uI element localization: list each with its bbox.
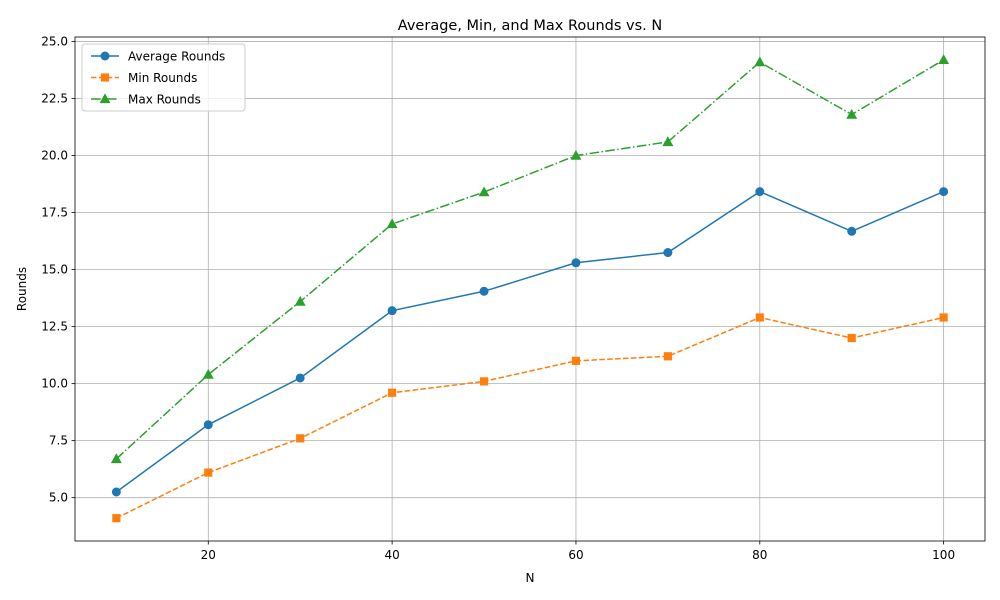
series-line-min-rounds <box>116 316 944 519</box>
data-point-max-rounds <box>570 149 582 160</box>
data-point-average-rounds <box>479 286 489 296</box>
plot-frame <box>74 36 986 542</box>
series-max-rounds <box>110 54 950 464</box>
legend-label-min-rounds: Min Rounds <box>128 71 197 85</box>
series-average-rounds <box>111 187 949 497</box>
series-group <box>110 54 950 523</box>
y-tick-label: 15.0 <box>41 263 68 277</box>
legend-box <box>81 43 246 112</box>
data-point-average-rounds <box>295 373 305 383</box>
y-tick-label: 7.5 <box>49 434 68 448</box>
grid <box>75 37 985 541</box>
data-point-max-rounds <box>478 186 490 197</box>
data-point-min-rounds <box>112 514 121 523</box>
x-tick-label: 20 <box>201 548 216 562</box>
legend-item-max-rounds[interactable]: Max Rounds <box>91 93 201 107</box>
data-point-average-rounds <box>387 306 397 316</box>
data-point-average-rounds <box>203 420 213 430</box>
data-point-min-rounds <box>755 313 764 322</box>
data-point-average-rounds <box>111 487 121 497</box>
data-point-max-rounds <box>846 108 858 119</box>
y-tick-label: 20.0 <box>41 149 68 163</box>
data-point-max-rounds <box>754 56 766 67</box>
data-point-min-rounds <box>939 313 948 322</box>
data-point-min-rounds <box>847 333 856 343</box>
legend-marker-max-rounds <box>99 93 111 104</box>
axis-ticks: 20 40 60 80 100 5.0 7.5 10.0 12.5 15.0 17.5 20.0 22.… <box>41 35 955 562</box>
legend-label-average-rounds: Average Rounds <box>128 50 225 64</box>
y-axis-label: Rounds <box>15 267 29 311</box>
legend-marker-min-rounds <box>100 73 110 82</box>
x-tick-label: 40 <box>384 548 399 562</box>
data-point-max-rounds <box>202 368 214 379</box>
legend-label-max-rounds: Max Rounds <box>128 93 201 107</box>
y-tick-label: 22.5 <box>41 92 68 106</box>
y-tick-label: 5.0 <box>49 491 68 505</box>
data-point-min-rounds <box>663 352 672 361</box>
legend[interactable]: Average Rounds Min Rounds Max Rounds <box>81 43 246 112</box>
x-tick-label: 80 <box>752 548 767 562</box>
x-tick-label: 100 <box>932 548 955 562</box>
y-tick-label: 25.0 <box>41 35 68 49</box>
series-line-max-rounds <box>115 59 945 460</box>
data-point-min-rounds <box>479 377 489 386</box>
data-point-max-rounds <box>662 136 674 147</box>
y-tick-label: 17.5 <box>41 206 68 220</box>
series-min-rounds <box>112 313 948 523</box>
y-tick-label: 10.0 <box>41 377 68 391</box>
x-axis-label: N <box>526 571 535 585</box>
data-point-max-rounds <box>386 218 398 229</box>
data-point-average-rounds <box>571 258 581 268</box>
data-point-max-rounds <box>938 54 950 64</box>
x-tick-label: 60 <box>568 548 583 562</box>
data-point-min-rounds <box>388 388 397 397</box>
y-tick-label: 12.5 <box>41 320 68 334</box>
data-point-average-rounds <box>939 187 949 197</box>
data-point-min-rounds <box>571 356 581 365</box>
legend-marker-average-rounds <box>100 51 110 61</box>
data-point-max-rounds <box>294 295 306 306</box>
series-line-average-rounds <box>115 190 944 493</box>
data-point-average-rounds <box>755 187 765 197</box>
legend-item-average-rounds[interactable]: Average Rounds <box>91 50 225 64</box>
legend-item-min-rounds[interactable]: Min Rounds <box>91 71 197 85</box>
chart-title: Average, Min, and Max Rounds vs. N <box>398 18 662 34</box>
data-point-min-rounds <box>296 434 305 443</box>
data-point-average-rounds <box>847 226 857 236</box>
data-point-max-rounds <box>110 453 122 464</box>
data-point-average-rounds <box>663 248 673 258</box>
data-point-min-rounds <box>204 468 213 477</box>
